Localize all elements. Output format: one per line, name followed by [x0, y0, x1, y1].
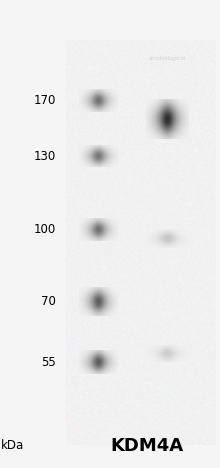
Text: 170: 170: [34, 94, 56, 107]
Text: kDa: kDa: [0, 439, 24, 452]
Text: 55: 55: [41, 356, 56, 369]
Text: KDM4A: KDM4A: [111, 437, 184, 454]
Text: 70: 70: [41, 295, 56, 308]
Text: sinobiological: sinobiological: [148, 56, 186, 61]
Text: 130: 130: [34, 150, 56, 163]
Text: 100: 100: [34, 223, 56, 236]
